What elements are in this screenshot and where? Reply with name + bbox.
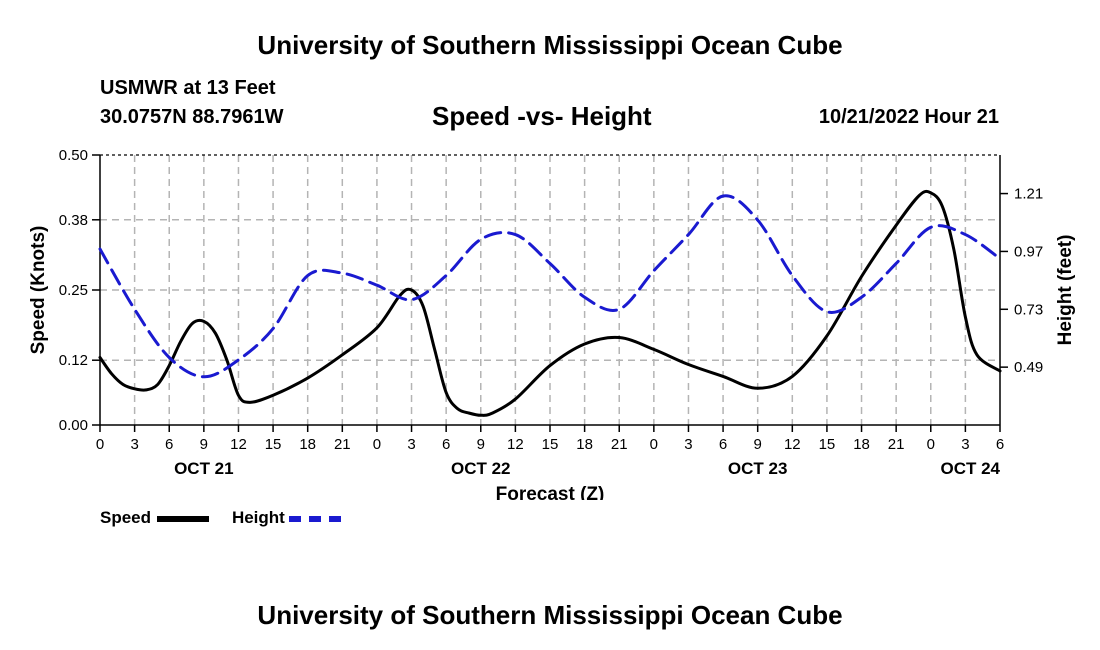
x-tick-label: 3 <box>684 436 692 453</box>
y-left-tick-label: 0.25 <box>59 282 88 299</box>
x-tick-label: 3 <box>961 436 969 453</box>
x-tick-label: 21 <box>611 436 628 453</box>
x-tick-label: 0 <box>373 436 381 453</box>
x-tick-label: 12 <box>230 436 247 453</box>
x-tick-label: 15 <box>265 436 282 453</box>
y-left-tick-label: 0.50 <box>59 147 88 164</box>
x-tick-label: 15 <box>819 436 836 453</box>
x-tick-label: 6 <box>442 436 450 453</box>
legend-speed-swatch <box>157 515 210 522</box>
chart-title: Speed -vs- Height <box>432 101 652 131</box>
y-left-axis-title: Speed (Knots) <box>28 226 49 355</box>
y-right-axis-title: Height (feet) <box>1055 235 1076 346</box>
x-date-label: OCT 24 <box>940 459 1000 478</box>
coordinates-label: 30.0757N 88.7961W <box>100 106 284 128</box>
x-tick-label: 18 <box>853 436 870 453</box>
y-right-tick-label: 0.49 <box>1014 359 1043 376</box>
x-tick-label: 0 <box>650 436 658 453</box>
legend-height-swatch <box>289 515 342 522</box>
page-title-top: University of Southern Mississippi Ocean… <box>257 30 843 60</box>
x-tick-label: 3 <box>130 436 138 453</box>
x-tick-label: 9 <box>200 436 208 453</box>
x-tick-label: 12 <box>784 436 801 453</box>
axis-labels: 0 3 6 9 12 15 18 21 0 3 6 9 12 15 18 21 0 3 6 9 12 15 18 21 0 3 6 0… <box>28 147 1076 500</box>
legend-speed-label: Speed <box>100 508 152 527</box>
station-label: USMWR at 13 Feet <box>100 77 276 99</box>
page-title-bottom: University of Southern Mississippi Ocean… <box>257 600 843 630</box>
x-tick-label: 9 <box>754 436 762 453</box>
y-right-tick-label: 0.97 <box>1014 243 1043 260</box>
x-tick-label: 6 <box>996 436 1004 453</box>
date-label: 10/21/2022 Hour 21 <box>818 106 999 128</box>
x-tick-label: 6 <box>719 436 727 453</box>
series-line-speed <box>98 189 1002 417</box>
x-tick-label: 3 <box>407 436 415 453</box>
x-tick-label: 18 <box>576 436 593 453</box>
axes <box>92 154 1008 432</box>
x-tick-label: 12 <box>507 436 524 453</box>
x-tick-label: 15 <box>542 436 559 453</box>
x-date-label: OCT 21 <box>174 459 234 478</box>
series-layer <box>98 189 1002 417</box>
x-tick-label: 0 <box>927 436 935 453</box>
x-tick-label: 21 <box>888 436 905 453</box>
y-left-tick-label: 0.12 <box>59 352 88 369</box>
y-right-tick-label: 1.21 <box>1014 186 1043 203</box>
y-left-tick-label: 0.38 <box>59 212 88 229</box>
y-right-tick-label: 0.73 <box>1014 301 1043 318</box>
x-tick-label: 18 <box>299 436 316 453</box>
legend-height-label: Height <box>231 508 285 527</box>
x-tick-label: 9 <box>477 436 485 453</box>
y-left-tick-label: 0.00 <box>59 417 88 434</box>
x-tick-label: 21 <box>334 436 351 453</box>
x-tick-label: 6 <box>165 436 173 453</box>
speed-height-chart: 0 3 6 9 12 15 18 21 0 3 6 9 12 15 18 21 0 3 6 9 12 15 18 21 0 3 6 0… <box>28 147 1076 500</box>
x-date-label: OCT 23 <box>728 459 788 478</box>
legend: Speed Height <box>100 508 342 528</box>
series-line-height <box>98 194 1002 379</box>
x-axis-title: Forecast (Z) <box>496 484 605 500</box>
x-date-label: OCT 22 <box>451 459 511 478</box>
x-tick-label: 0 <box>96 436 104 453</box>
